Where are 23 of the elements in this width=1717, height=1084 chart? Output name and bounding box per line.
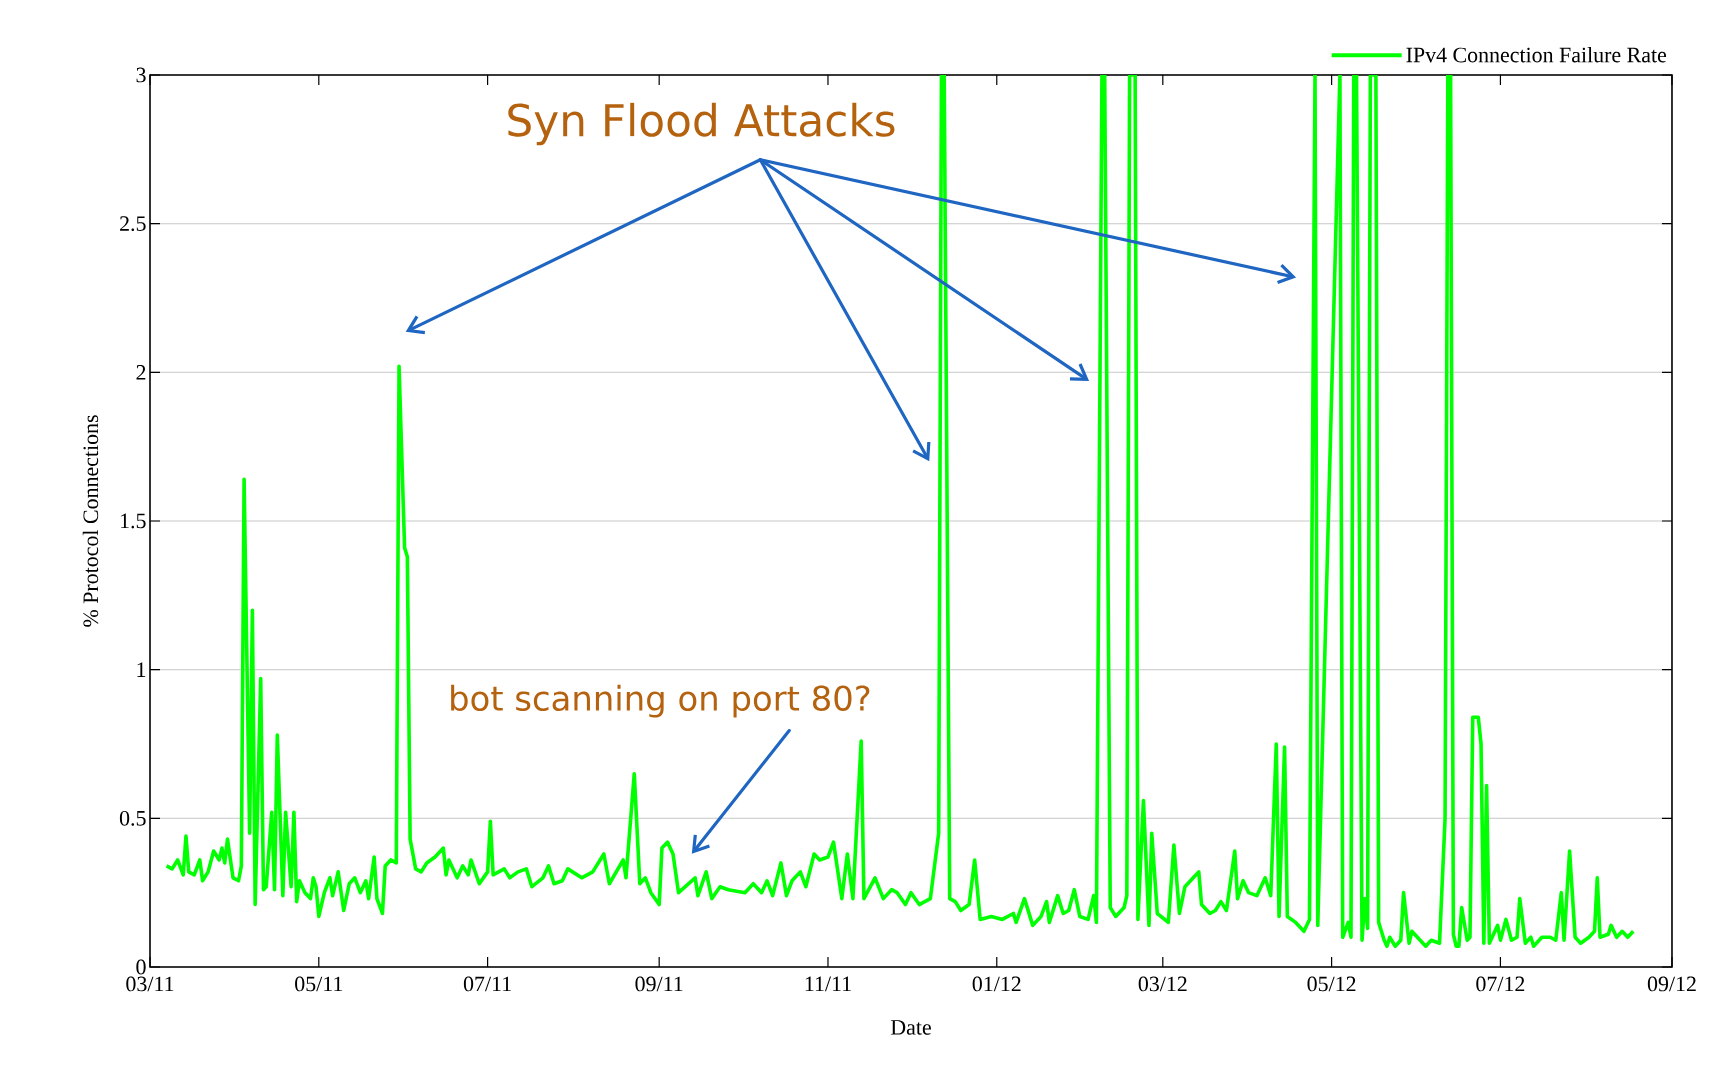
line-series bbox=[164, 74, 1636, 948]
x-tick-label: 03/11 bbox=[126, 976, 174, 992]
y-tick-label: 1.5 bbox=[121, 513, 146, 529]
annotation: Syn Flood Attacks bbox=[508, 102, 895, 146]
annotation: bot scanning on port 80? bbox=[451, 684, 870, 718]
x-axis-title: Date bbox=[890, 1020, 931, 1035]
y-tick-label: 0.5 bbox=[119, 810, 146, 826]
x-tick-label: 09/12 bbox=[1647, 976, 1696, 992]
y-tick-label: 0 bbox=[136, 959, 146, 975]
y-tick-label: 2.5 bbox=[120, 216, 146, 232]
legend-label: IPv4 Connection Failure Rate bbox=[1406, 46, 1667, 63]
y-axis-title: % Protocol Connections bbox=[82, 415, 99, 627]
y-tick-label: 1 bbox=[137, 662, 146, 677]
x-tick-label: 11/11 bbox=[805, 976, 851, 992]
x-tick-label: 07/12 bbox=[1476, 976, 1525, 992]
x-tick-label: 03/12 bbox=[1138, 976, 1187, 992]
x-tick-label: 09/11 bbox=[635, 976, 683, 992]
y-tick-label: 3 bbox=[136, 67, 146, 83]
x-tick-label: 01/12 bbox=[972, 976, 1021, 992]
x-tick-label: 05/11 bbox=[295, 976, 343, 992]
x-tick-label: 05/12 bbox=[1307, 976, 1356, 992]
y-tick-label: 2 bbox=[136, 365, 146, 380]
x-tick-label: 07/11 bbox=[463, 976, 511, 992]
